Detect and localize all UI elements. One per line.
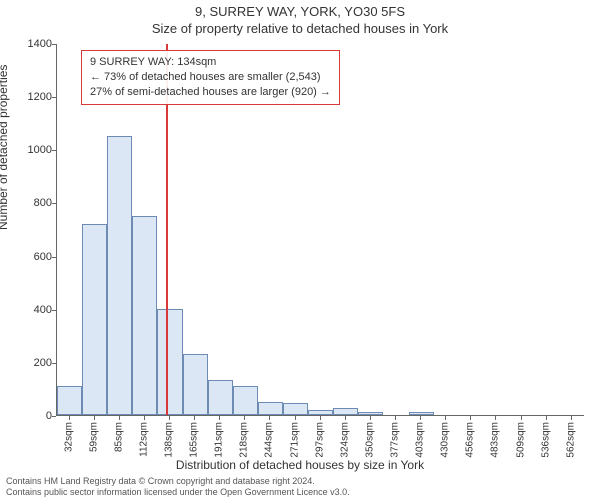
x-tick-mark xyxy=(244,416,245,420)
x-tick-label: 85sqm xyxy=(113,422,124,452)
x-tick-mark xyxy=(194,416,195,420)
x-tick-label: 138sqm xyxy=(163,422,174,458)
y-tick-label: 400 xyxy=(12,304,52,316)
x-tick-label: 456sqm xyxy=(465,422,476,458)
y-tick-label: 200 xyxy=(12,357,52,369)
chart-root: 9, SURREY WAY, YORK, YO30 5FS Size of pr… xyxy=(0,0,600,500)
x-axis-label: Distribution of detached houses by size … xyxy=(0,458,600,472)
x-tick-mark xyxy=(420,416,421,420)
y-tick-label: 1200 xyxy=(12,91,52,103)
x-tick-label: 297sqm xyxy=(314,422,325,458)
y-tick-mark xyxy=(52,257,56,258)
histogram-bar xyxy=(82,224,107,415)
x-tick-mark xyxy=(320,416,321,420)
x-tick-mark xyxy=(119,416,120,420)
y-tick-mark xyxy=(52,44,56,45)
y-tick-mark xyxy=(52,416,56,417)
x-tick-label: 377sqm xyxy=(389,422,400,458)
x-tick-label: 165sqm xyxy=(189,422,200,458)
y-axis-label: Number of detached properties xyxy=(0,65,10,230)
histogram-bar xyxy=(308,410,333,415)
chart-title-line2: Size of property relative to detached ho… xyxy=(0,21,600,36)
x-tick-label: 218sqm xyxy=(239,422,250,458)
x-tick-label: 112sqm xyxy=(138,422,149,457)
x-tick-mark xyxy=(370,416,371,420)
y-tick-mark xyxy=(52,150,56,151)
x-tick-label: 430sqm xyxy=(440,422,451,458)
y-tick-label: 600 xyxy=(12,251,52,263)
x-tick-label: 191sqm xyxy=(214,422,225,458)
x-tick-label: 536sqm xyxy=(540,422,551,458)
histogram-bar xyxy=(258,402,283,415)
x-tick-label: 244sqm xyxy=(264,422,275,458)
x-tick-mark xyxy=(521,416,522,420)
x-tick-mark xyxy=(445,416,446,420)
x-tick-label: 562sqm xyxy=(565,422,576,458)
x-tick-label: 509sqm xyxy=(515,422,526,458)
y-tick-mark xyxy=(52,203,56,204)
x-tick-label: 59sqm xyxy=(88,422,99,452)
x-tick-mark xyxy=(470,416,471,420)
histogram-bar xyxy=(333,408,358,415)
x-tick-mark xyxy=(395,416,396,420)
annotation-line-2: ← 73% of detached houses are smaller (2,… xyxy=(90,70,331,85)
x-tick-label: 483sqm xyxy=(490,422,501,458)
x-tick-label: 324sqm xyxy=(339,422,350,458)
x-tick-mark xyxy=(571,416,572,420)
y-tick-mark xyxy=(52,363,56,364)
x-tick-mark xyxy=(144,416,145,420)
y-tick-label: 800 xyxy=(12,197,52,209)
y-tick-label: 0 xyxy=(12,410,52,422)
x-tick-mark xyxy=(546,416,547,420)
y-tick-label: 1400 xyxy=(12,38,52,50)
x-tick-mark xyxy=(69,416,70,420)
annotation-line-3: 27% of semi-detached houses are larger (… xyxy=(90,85,331,100)
x-tick-mark xyxy=(295,416,296,420)
histogram-bar xyxy=(57,386,82,415)
histogram-bar xyxy=(157,309,182,415)
x-tick-label: 403sqm xyxy=(415,422,426,458)
y-tick-mark xyxy=(52,97,56,98)
histogram-bar xyxy=(233,386,258,415)
y-tick-mark xyxy=(52,310,56,311)
chart-title-line1: 9, SURREY WAY, YORK, YO30 5FS xyxy=(0,4,600,19)
x-tick-mark xyxy=(94,416,95,420)
x-tick-label: 350sqm xyxy=(364,422,375,458)
histogram-bar xyxy=(107,136,132,415)
x-tick-label: 271sqm xyxy=(289,422,300,458)
y-tick-label: 1000 xyxy=(12,144,52,156)
annotation-box: 9 SURREY WAY: 134sqm ← 73% of detached h… xyxy=(81,50,340,105)
x-tick-mark xyxy=(169,416,170,420)
histogram-bar xyxy=(283,403,308,415)
attribution-line-2: Contains public sector information licen… xyxy=(6,487,594,498)
histogram-bar xyxy=(409,412,434,415)
attribution-text: Contains HM Land Registry data © Crown c… xyxy=(6,476,594,498)
x-tick-mark xyxy=(495,416,496,420)
x-tick-mark xyxy=(269,416,270,420)
histogram-bar xyxy=(183,354,208,415)
histogram-bar xyxy=(132,216,157,415)
attribution-line-1: Contains HM Land Registry data © Crown c… xyxy=(6,476,594,487)
x-tick-mark xyxy=(345,416,346,420)
histogram-bar xyxy=(358,412,383,415)
x-tick-label: 32sqm xyxy=(63,422,74,452)
annotation-line-1: 9 SURREY WAY: 134sqm xyxy=(90,55,331,70)
histogram-bar xyxy=(208,380,233,415)
x-tick-mark xyxy=(219,416,220,420)
